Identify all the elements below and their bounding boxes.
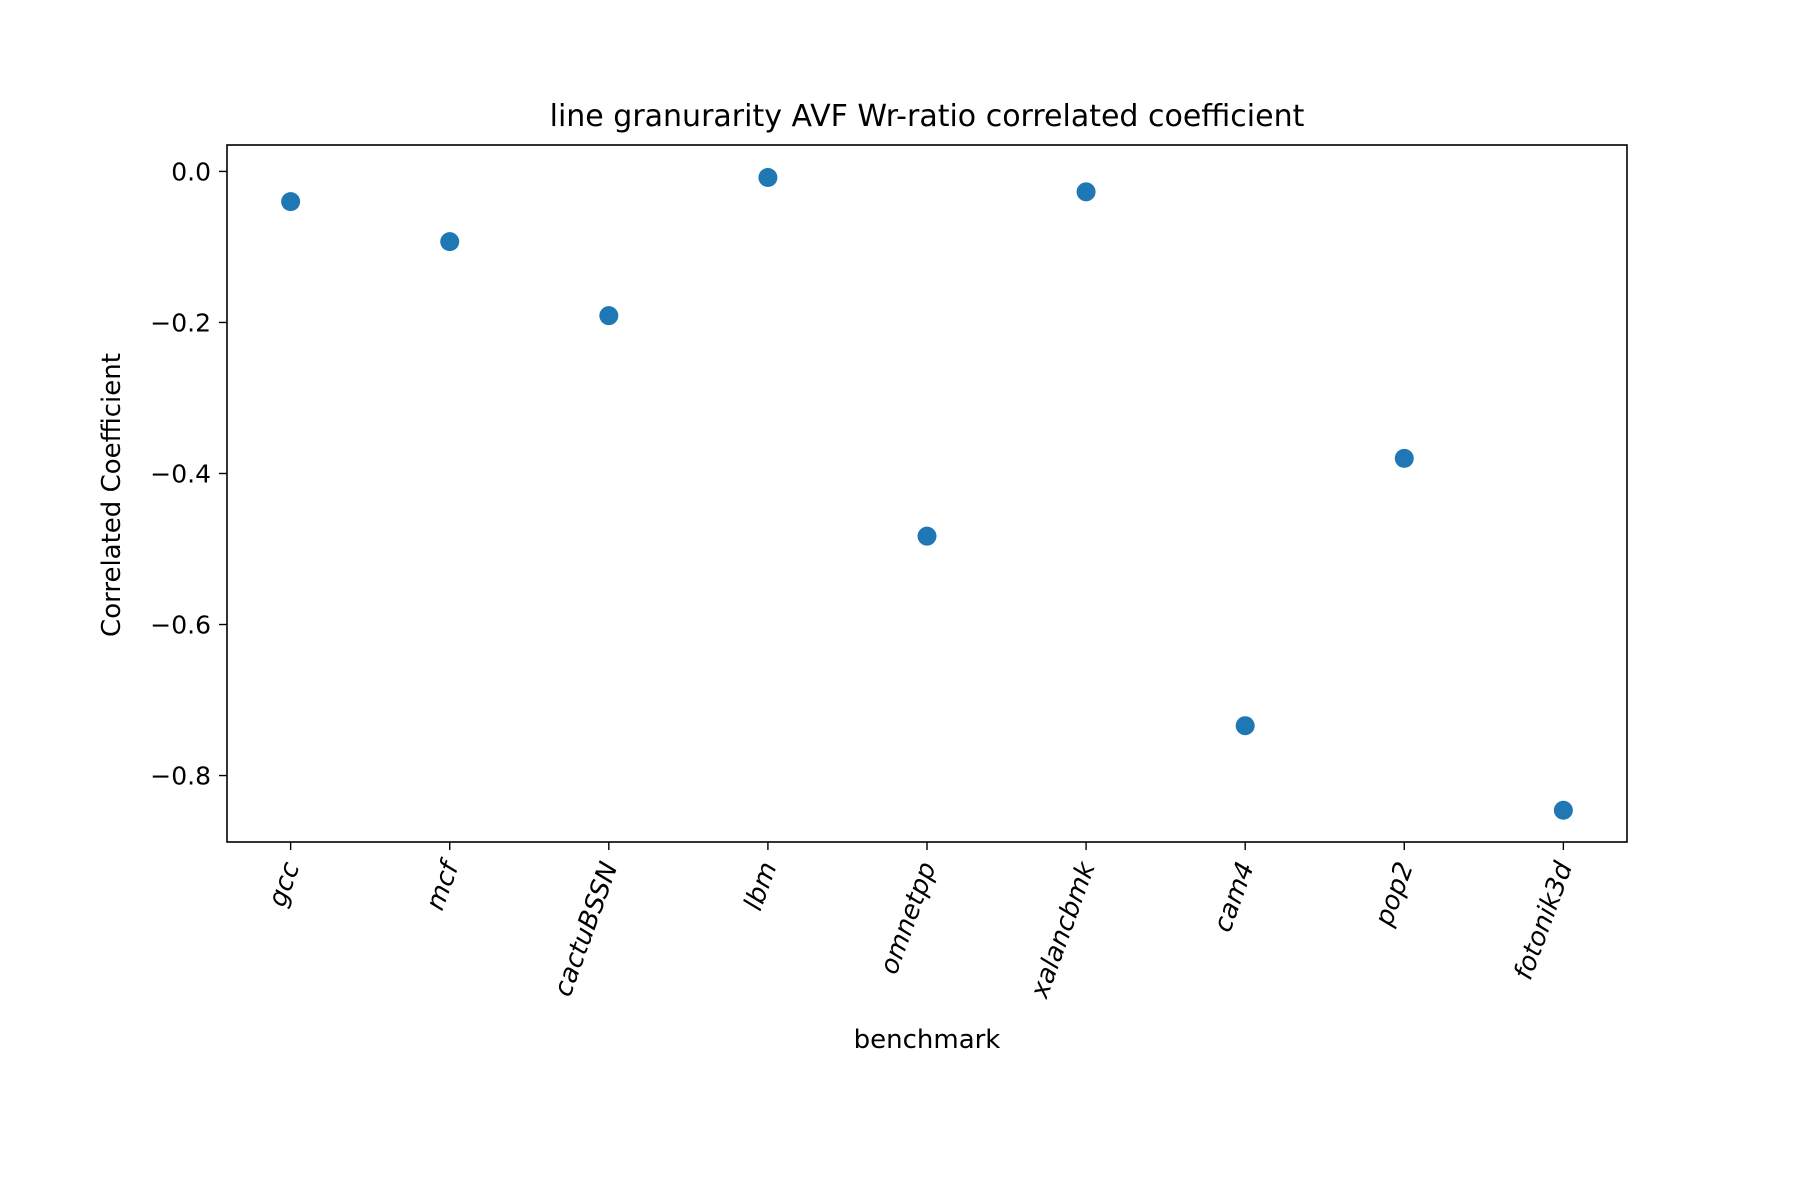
data-point-lbm bbox=[758, 167, 778, 187]
y-axis-label: Correlated Coefficient bbox=[97, 353, 127, 637]
y-tick-label: −0.6 bbox=[150, 611, 211, 640]
data-point-fotonik3d bbox=[1553, 800, 1573, 820]
data-point-cactuBSSN bbox=[599, 306, 619, 326]
data-point-pop2 bbox=[1394, 448, 1414, 468]
data-point-omnetpp bbox=[917, 526, 937, 546]
y-tick-label: −0.4 bbox=[150, 459, 211, 488]
y-tick-label: −0.2 bbox=[150, 308, 211, 337]
y-tick-label: 0.0 bbox=[171, 157, 211, 186]
x-axis-label: benchmark bbox=[854, 1025, 1001, 1055]
data-point-xalancbmk bbox=[1076, 182, 1096, 202]
data-point-cam4 bbox=[1235, 716, 1255, 736]
data-point-mcf bbox=[440, 232, 460, 252]
chart-title: line granurarity AVF Wr-ratio correlated… bbox=[550, 99, 1305, 134]
y-tick-label: −0.8 bbox=[150, 762, 211, 791]
data-point-gcc bbox=[281, 192, 301, 212]
